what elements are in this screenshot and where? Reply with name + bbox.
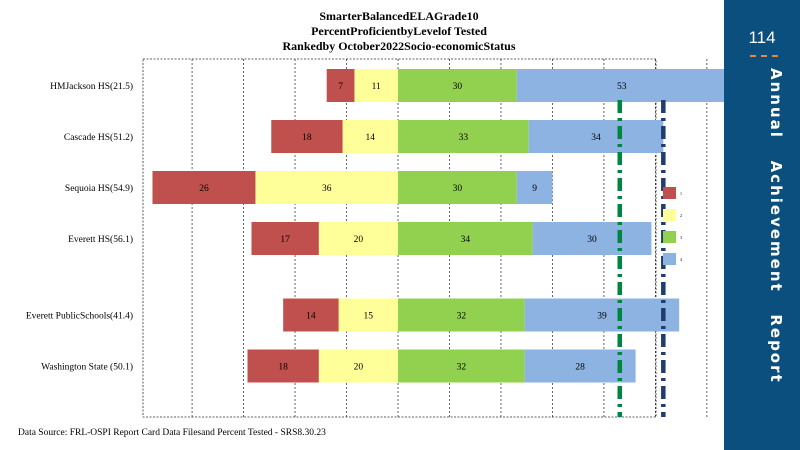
data-label-series3-2: 30 bbox=[453, 184, 463, 194]
category-label-5: Washington State (50.1) bbox=[41, 362, 133, 373]
bar-series3-2 bbox=[398, 171, 517, 204]
legend-swatch-1 bbox=[663, 187, 676, 199]
bars bbox=[152, 69, 724, 383]
data-source-note: Data Source: FRL-OSPI Report Card Data F… bbox=[18, 428, 326, 438]
legend-label-4: 4 bbox=[680, 257, 682, 262]
legend-label-1: 1 bbox=[680, 191, 682, 196]
data-label-series2-5: 20 bbox=[354, 363, 364, 373]
data-label-series2-2: 36 bbox=[322, 184, 332, 194]
data-label-series3-4: 32 bbox=[457, 312, 467, 322]
bar-series4-2 bbox=[516, 171, 553, 204]
bar-series3-4 bbox=[398, 298, 525, 332]
title-line-1: SmarterBalancedELAGrade10 bbox=[319, 9, 478, 23]
bar-series4-5 bbox=[524, 349, 636, 383]
category-label-1: Cascade HS(51.2) bbox=[64, 132, 133, 143]
bar-series1-5 bbox=[247, 349, 319, 383]
data-label-series4-1: 34 bbox=[591, 133, 601, 143]
bar-series4-3 bbox=[532, 222, 652, 255]
bar-series3-3 bbox=[398, 222, 533, 255]
bar-series2-0 bbox=[354, 69, 398, 102]
data-label-series1-5: 18 bbox=[278, 363, 288, 373]
bar-series1-0 bbox=[326, 69, 355, 102]
legend-swatch-4 bbox=[663, 253, 676, 265]
bar-series2-5 bbox=[318, 349, 398, 383]
bar-series2-4 bbox=[338, 298, 398, 332]
data-label-series4-3: 30 bbox=[587, 235, 597, 245]
bar-series4-4 bbox=[524, 298, 680, 332]
data-label-series3-0: 30 bbox=[453, 82, 463, 92]
bar-series1-1 bbox=[271, 120, 343, 153]
title-line-3: Rankedby October2022Socio-economicStatus bbox=[283, 39, 516, 53]
category-label-2: Sequoia HS(54.9) bbox=[65, 183, 133, 194]
category-labels: HMJackson HS(21.5) Cascade HS(51.2) Sequoi… bbox=[26, 81, 133, 373]
bar-series2-3 bbox=[318, 222, 398, 255]
bar-series4-0 bbox=[516, 69, 724, 102]
chart-title: SmarterBalancedELAGrade10 PercentProfici… bbox=[283, 9, 516, 53]
title-line-2: PercentProficientbyLevelof Tested bbox=[311, 24, 487, 38]
data-label-series1-0: 7 bbox=[338, 82, 343, 92]
data-label-series1-3: 17 bbox=[280, 235, 290, 245]
data-label-series2-0: 11 bbox=[372, 82, 381, 92]
data-label-series1-4: 14 bbox=[306, 312, 316, 322]
bar-series3-0 bbox=[398, 69, 517, 102]
data-label-series4-0: 53 bbox=[617, 82, 627, 92]
legend-swatch-3 bbox=[663, 231, 676, 243]
bar-series2-2 bbox=[255, 171, 398, 204]
data-label-series1-2: 26 bbox=[199, 184, 209, 194]
sidebar: 114 Annual Achievement Report bbox=[724, 0, 800, 450]
data-label-series2-1: 14 bbox=[366, 133, 376, 143]
legend-swatch-2 bbox=[663, 209, 676, 221]
bar-series4-1 bbox=[528, 120, 664, 153]
bar-series2-1 bbox=[342, 120, 398, 153]
page-number: 114 bbox=[748, 28, 776, 47]
data-label-series3-5: 32 bbox=[457, 363, 467, 373]
data-label-series4-5: 28 bbox=[575, 363, 585, 373]
data-label-series2-4: 15 bbox=[364, 312, 374, 322]
bar-series3-1 bbox=[398, 120, 529, 153]
category-label-4: Everett PublicSchools(41.4) bbox=[26, 311, 133, 322]
data-labels: 11 7 30 53 14 18 33 34 36 26 30 9 20 17 34 30 15 14 32 39 20… bbox=[199, 82, 627, 373]
bar-series1-4 bbox=[283, 298, 339, 332]
category-label-3: Everett HS(56.1) bbox=[68, 234, 133, 245]
data-label-series3-1: 33 bbox=[459, 133, 469, 143]
category-label-0: HMJackson HS(21.5) bbox=[50, 81, 133, 92]
legend-label-3: 3 bbox=[680, 235, 682, 240]
report-title: Annual Achievement Report bbox=[767, 68, 785, 384]
bar-series3-5 bbox=[398, 349, 525, 383]
data-label-series4-2: 9 bbox=[532, 184, 537, 194]
page-number-underline bbox=[750, 55, 778, 57]
data-label-series1-1: 18 bbox=[302, 133, 312, 143]
legend: 1 2 3 4 bbox=[663, 187, 682, 265]
bar-series1-3 bbox=[251, 222, 319, 255]
bar-series1-2 bbox=[152, 171, 256, 204]
data-label-series4-4: 39 bbox=[597, 312, 607, 322]
legend-label-2: 2 bbox=[680, 213, 682, 218]
data-label-series2-3: 20 bbox=[354, 235, 364, 245]
data-label-series3-3: 34 bbox=[461, 235, 471, 245]
